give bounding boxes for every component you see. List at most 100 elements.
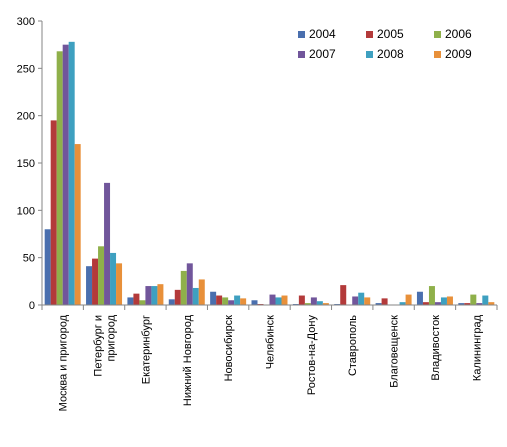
bar [210,291,217,305]
x-tick-label: Петербург и [93,315,105,377]
bar [358,292,365,305]
legend-label: 2008 [377,47,404,61]
bar [440,297,447,305]
bar [399,302,406,305]
x-axis: Москва и пригород Петербург и пригород Екат… [41,304,498,411]
bar [488,302,495,305]
y-tick-label: 50 [23,253,35,265]
y-tick-label: 250 [17,63,35,75]
legend-swatch [434,31,441,38]
legend-swatch [366,31,373,38]
bar [180,270,187,305]
x-tick-label: Владивосток [430,315,442,381]
y-tick-label: 150 [17,158,35,170]
bar [68,41,75,306]
x-tick-label: Нижний Новгород [182,314,194,406]
bar [458,303,465,305]
bar [74,144,81,305]
bar [470,294,477,305]
bar [104,182,111,305]
bar [222,297,229,305]
bar [464,303,471,305]
bar [251,300,258,305]
bar [416,291,423,305]
bar [340,285,347,305]
bar [157,284,164,305]
bar [98,246,105,305]
bar [269,294,276,305]
legend-swatch [366,51,373,58]
bar [281,295,288,305]
bar [56,51,63,305]
bar [304,303,311,305]
legend-item-2009: 2009 [434,47,472,61]
x-tick-label: Москва и пригород [58,314,70,411]
bar [174,289,181,305]
bar [476,303,483,305]
bar [422,302,429,305]
bar [127,297,134,305]
bar [86,266,93,305]
bar [151,286,158,305]
y-tick-label: 100 [17,205,35,217]
x-tick-label: Екатеринбург [140,315,152,384]
bar [50,120,57,306]
legend: 2004 2005 2006 2007 2008 2009 [298,27,472,61]
x-tick-label: Ставрополь [347,315,359,376]
bar [110,252,117,305]
bars [44,41,495,306]
bar [275,297,282,305]
y-tick-label: 300 [17,16,35,28]
bar [198,279,205,305]
bar [446,296,453,305]
bar [316,301,323,305]
bar [381,298,388,305]
series-2008 [68,41,489,306]
x-tick-label: Благовещенск [389,315,401,388]
legend-item-2008: 2008 [366,47,404,61]
legend-label: 2005 [377,27,404,41]
bar [216,295,223,305]
bar [92,258,99,305]
y-axis: 0 50 100 150 200 250 300 [17,16,43,312]
x-tick-label: Ростов-на-Дону [306,315,318,396]
series-2006 [56,51,477,305]
bar [240,298,247,305]
legend-swatch [298,51,305,58]
legend-label: 2007 [309,47,336,61]
x-tick-label: пригород [106,314,118,361]
legend-item-2004: 2004 [298,27,336,41]
bar [434,302,441,305]
y-tick-label: 200 [17,111,35,123]
x-tick-label: Новосибирск [223,315,235,382]
bar [168,299,175,305]
bar [310,297,317,305]
bar [428,286,435,305]
x-tick-label: Челябинск [265,315,277,369]
bar [192,287,199,305]
bar [375,303,382,305]
bar [133,293,140,305]
legend-item-2006: 2006 [434,27,472,41]
bar [364,297,371,305]
x-tick-label: Калининград [471,314,483,381]
bar [405,294,412,305]
legend-item-2007: 2007 [298,47,336,61]
bar [234,295,241,305]
legend-item-2005: 2005 [366,27,404,41]
bar [352,296,359,305]
bar [44,229,51,305]
bar [116,263,123,305]
bar [139,300,146,305]
legend-swatch [298,31,305,38]
legend-label: 2004 [309,27,336,41]
bar [186,263,193,305]
legend-label: 2006 [445,27,472,41]
legend-swatch [434,51,441,58]
y-tick-label: 0 [29,300,35,312]
bar [322,303,329,305]
bar [298,295,305,305]
bar [482,295,489,305]
bar [228,300,235,305]
